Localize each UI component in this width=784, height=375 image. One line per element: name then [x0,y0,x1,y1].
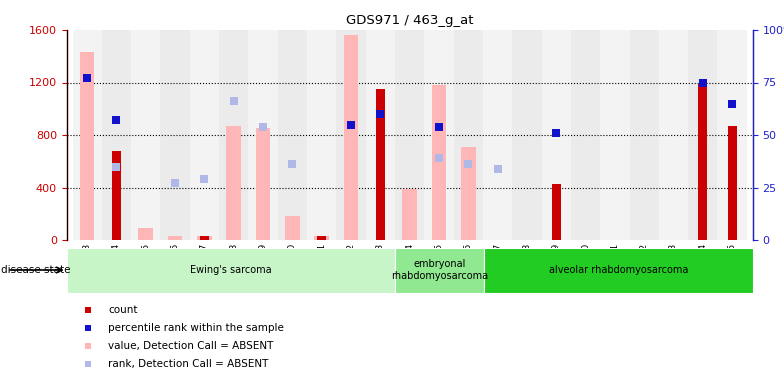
Bar [102,30,131,240]
Text: Ewing's sarcoma: Ewing's sarcoma [190,265,271,275]
Bar [200,236,209,240]
Bar [402,189,417,240]
Bar [318,236,326,240]
Bar [67,248,394,292]
Title: GDS971 / 463_g_at: GDS971 / 463_g_at [346,15,474,27]
Bar [601,30,630,240]
Bar [432,85,446,240]
Text: disease state: disease state [1,265,71,275]
Bar [249,30,278,240]
Text: alveolar rhabdomyosarcoma: alveolar rhabdomyosarcoma [549,265,688,275]
Bar [131,30,161,240]
Bar [72,30,102,240]
Bar [424,30,454,240]
Bar [630,30,659,240]
Bar [197,236,212,240]
Bar [542,30,571,240]
Bar [699,84,707,240]
Bar [314,236,329,240]
Bar [307,30,336,240]
Bar [485,248,753,292]
Bar [688,30,717,240]
Text: embryonal
rhabdomyosarcoma: embryonal rhabdomyosarcoma [391,259,488,281]
Bar [219,30,249,240]
Text: count: count [108,305,137,315]
Bar [336,30,365,240]
Bar [285,216,299,240]
Bar [717,30,747,240]
Bar [571,30,601,240]
Bar [454,30,483,240]
Bar [278,30,307,240]
Bar [168,236,183,240]
Text: rank, Detection Call = ABSENT: rank, Detection Call = ABSENT [108,359,268,369]
Bar [256,128,270,240]
Bar [395,30,424,240]
Bar [139,228,153,240]
Bar [552,184,561,240]
Bar [343,35,358,240]
Bar [728,126,736,240]
Text: percentile rank within the sample: percentile rank within the sample [108,323,284,333]
Bar [483,30,512,240]
Bar [659,30,688,240]
Text: value, Detection Call = ABSENT: value, Detection Call = ABSENT [108,341,274,351]
Bar [80,53,95,240]
Bar [512,30,542,240]
Bar [161,30,190,240]
Bar [112,151,121,240]
Bar [227,126,241,240]
Bar [190,30,219,240]
Bar [376,89,385,240]
Bar [365,30,395,240]
Bar [461,147,476,240]
Bar [394,248,485,292]
